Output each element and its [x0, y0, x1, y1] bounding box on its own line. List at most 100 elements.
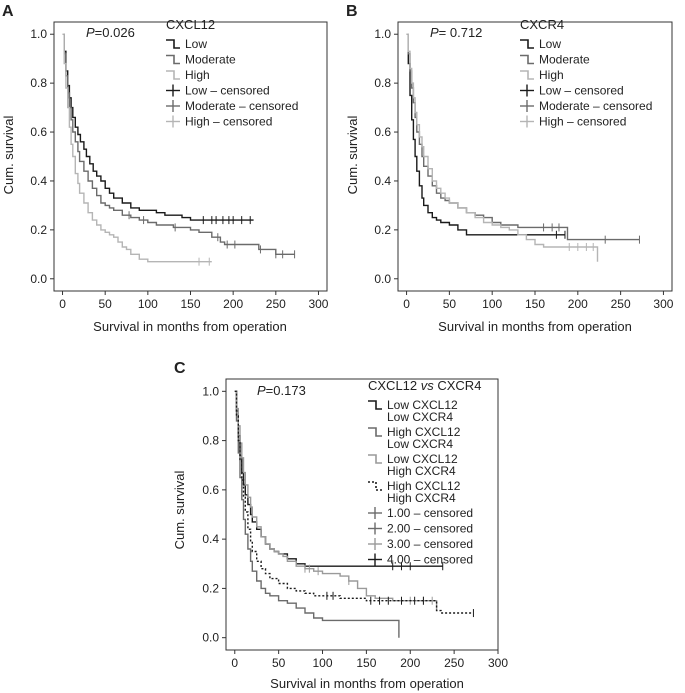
legend-item: Moderate: [520, 53, 590, 67]
legend-swatch: [520, 39, 534, 49]
panel-letter: A: [2, 3, 14, 20]
p-value-number: = 0.712: [439, 25, 483, 40]
x-tick-label: 200: [400, 656, 420, 670]
x-axis-label: Survival in months from operation: [93, 319, 287, 334]
y-tick-label: 1.0: [30, 27, 47, 41]
y-tick-label: 0.4: [374, 174, 391, 188]
y-tick-label: 0.6: [30, 125, 47, 139]
km-curve-1: [62, 33, 254, 221]
x-tick-label: 0: [403, 297, 410, 311]
x-tick-label: 100: [138, 297, 158, 311]
legend-label: High CXCL12: [387, 479, 461, 493]
panel-letter: C: [174, 360, 186, 377]
legend-label: Low CXCL12: [387, 398, 458, 412]
legend-item: Low – censored: [166, 84, 270, 98]
km-curve-3: [234, 390, 438, 611]
plot-frame: [225, 378, 499, 651]
x-tick-label: 300: [653, 297, 673, 311]
legend-swatch: [368, 481, 382, 491]
y-axis-label: Cum. survival: [345, 116, 360, 195]
km-curve-2: [234, 390, 400, 638]
legend-item: 1.00 – censored: [368, 506, 473, 520]
legend-title-part: vs: [421, 378, 435, 393]
legend-item: Low: [520, 37, 561, 51]
legend-label: High: [185, 68, 210, 82]
legend-title: CXCR4: [520, 17, 564, 32]
legend-item: Low: [166, 37, 207, 51]
y-axis-label: Cum. survival: [1, 116, 16, 195]
p-value-number: =0.173: [266, 383, 306, 398]
legend-label: High – censored: [539, 115, 626, 129]
x-tick-label: 250: [611, 297, 631, 311]
y-tick-label: 0.2: [374, 223, 391, 237]
legend-label: Moderate: [539, 53, 590, 67]
legend-title: CXCL12 vs CXCR4: [368, 378, 481, 393]
legend-swatch: [166, 54, 180, 65]
x-tick-label: 300: [488, 656, 508, 670]
chart-panel-c: C 0.0 0.2 0.4 0.6 0.8 1.0 0 50 100 150 200 250 300 Sur…: [172, 360, 508, 691]
chart-panel-a: A 0.0 0.2 0.4 0.6 0.8 1.0 0 50 100 150 200 250 300 Sur…: [1, 3, 329, 334]
x-tick-label: 100: [482, 297, 502, 311]
legend-title: CXCL12: [166, 17, 215, 32]
x-tick-label: 100: [313, 656, 333, 670]
p-value: P=0.173: [257, 383, 306, 398]
legend-title-part: CXCR4: [434, 378, 482, 393]
x-tick-label: 200: [223, 297, 243, 311]
y-tick-label: 0.8: [30, 76, 47, 90]
y-tick-label: 1.0: [374, 27, 391, 41]
legend-swatch: [368, 427, 382, 437]
x-axis-label: Survival in months from operation: [438, 319, 632, 334]
p-value-symbol: P: [430, 25, 439, 40]
km-curve-1: [406, 33, 565, 236]
legend-label: 4.00 – censored: [387, 553, 473, 567]
x-tick-label: 150: [356, 656, 376, 670]
legend-item: 4.00 – censored: [368, 553, 473, 567]
y-tick-label: 0.8: [202, 434, 219, 448]
legend-label: Low CXCL12: [387, 452, 458, 466]
km-curve-3: [62, 33, 212, 263]
legend-item: Low – censored: [520, 84, 624, 98]
legend-item: High – censored: [166, 115, 272, 129]
y-axis-label: Cum. survival: [172, 471, 187, 550]
legend-item: High: [166, 68, 210, 82]
p-value-number: =0.026: [95, 25, 135, 40]
legend-title-part: CXCL12: [368, 378, 421, 393]
y-tick-label: 0.2: [30, 223, 47, 237]
km-curve-2: [62, 33, 295, 255]
km-curve-3: [406, 33, 599, 262]
p-value-symbol: P: [86, 25, 95, 40]
x-tick-label: 0: [59, 297, 66, 311]
legend-label: Low: [185, 37, 207, 51]
legend-item: 2.00 – censored: [368, 522, 473, 536]
y-tick-label: 0.8: [374, 76, 391, 90]
legend-label-line2: High CXCR4: [387, 464, 456, 478]
x-axis-label: Survival in months from operation: [270, 676, 464, 691]
y-tick-label: 0.0: [30, 272, 47, 286]
legend-label: 3.00 – censored: [387, 537, 473, 551]
y-tick-label: 0.4: [30, 174, 47, 188]
x-tick-label: 50: [443, 297, 457, 311]
x-tick-label: 50: [99, 297, 113, 311]
x-tick-label: 150: [525, 297, 545, 311]
legend-item: Moderate – censored: [520, 99, 652, 113]
legend-item: Moderate: [166, 53, 236, 67]
legend-item: Moderate – censored: [166, 99, 298, 113]
legend-item: High: [520, 68, 564, 82]
legend-label: Low – censored: [185, 84, 270, 98]
chart-panel-b: B 0.0 0.2 0.4 0.6 0.8 1.0 0 50 100 150 200 250 300 Sur…: [345, 3, 674, 334]
legend-swatch: [520, 54, 534, 65]
legend-label: Low: [539, 37, 561, 51]
legend-swatch: [368, 454, 382, 464]
panel-letter: B: [346, 3, 358, 20]
legend-swatch: [368, 400, 382, 410]
x-tick-label: 250: [444, 656, 464, 670]
x-tick-label: 250: [266, 297, 286, 311]
plot-frame: [397, 21, 673, 292]
km-curve-4: [234, 390, 474, 614]
y-tick-label: 0.0: [202, 631, 219, 645]
x-tick-label: 50: [272, 656, 286, 670]
